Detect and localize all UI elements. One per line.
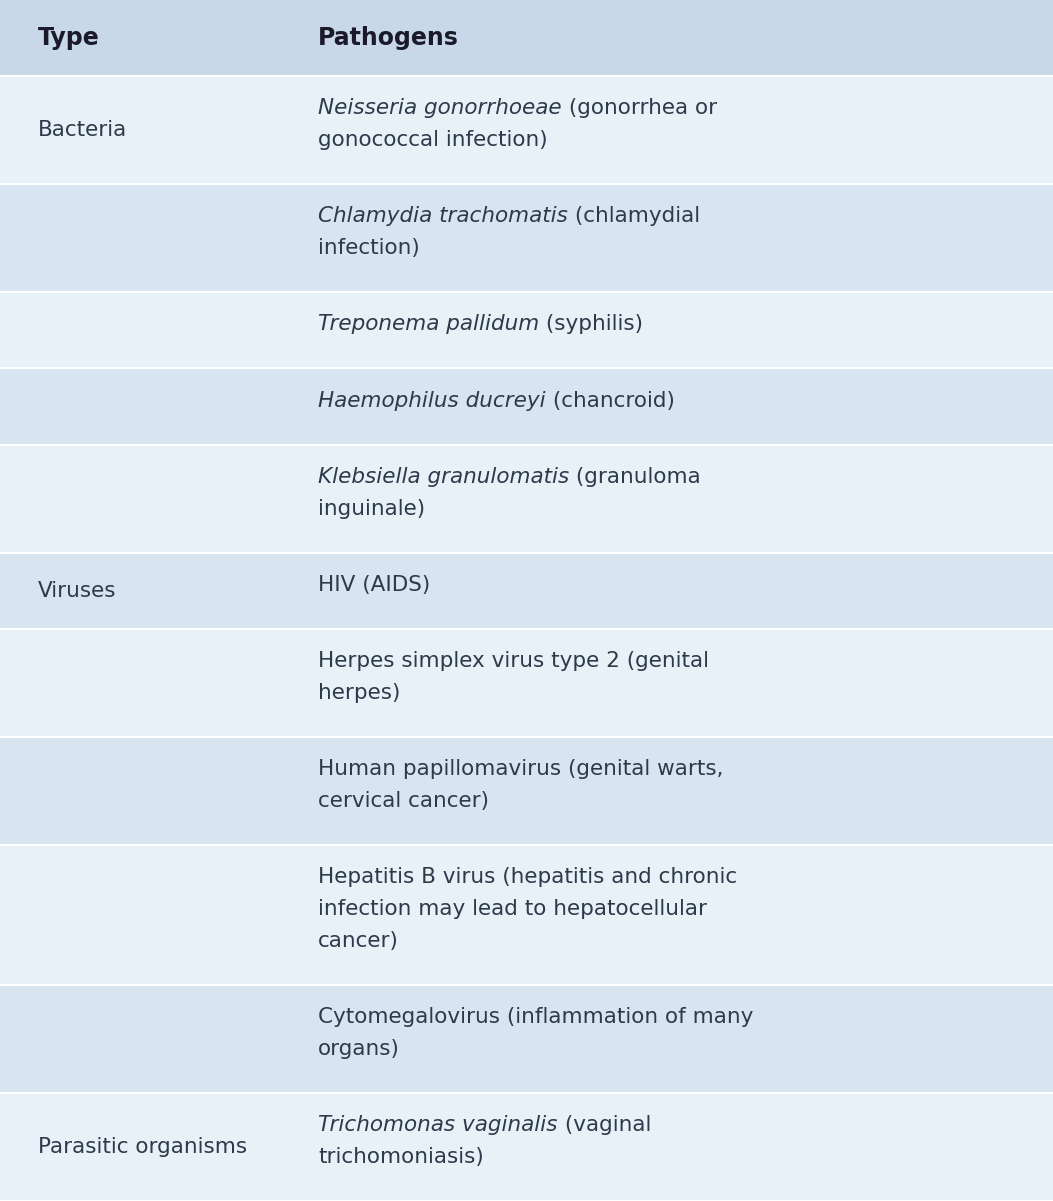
- Text: (vaginal: (vaginal: [557, 1115, 651, 1135]
- Text: trichomoniasis): trichomoniasis): [318, 1147, 483, 1167]
- Text: (granuloma: (granuloma: [570, 467, 701, 486]
- Text: Viruses: Viruses: [38, 580, 117, 600]
- Bar: [0, 0, 1053, 76]
- Bar: [0, 736, 1053, 844]
- Text: HIV (AIDS): HIV (AIDS): [318, 575, 431, 594]
- Text: Neisseria gonorrhoeae: Neisseria gonorrhoeae: [318, 98, 561, 118]
- Bar: [0, 292, 1053, 369]
- Text: Klebsiella granulomatis: Klebsiella granulomatis: [318, 467, 570, 486]
- Text: inguinale): inguinale): [318, 498, 425, 519]
- Bar: [0, 844, 1053, 985]
- Text: (chancroid): (chancroid): [545, 390, 675, 411]
- Bar: [0, 985, 1053, 1093]
- Bar: [0, 184, 1053, 292]
- Text: Treponema pallidum: Treponema pallidum: [318, 315, 539, 334]
- Text: Type: Type: [38, 26, 100, 50]
- Text: Trichomonas vaginalis: Trichomonas vaginalis: [318, 1115, 557, 1135]
- Bar: [0, 444, 1053, 552]
- Bar: [0, 1093, 1053, 1201]
- Text: infection may lead to hepatocellular: infection may lead to hepatocellular: [318, 898, 707, 919]
- Text: Haemophilus ducreyi: Haemophilus ducreyi: [318, 390, 545, 411]
- Text: Parasitic organisms: Parasitic organisms: [38, 1137, 247, 1157]
- Text: (chlamydial: (chlamydial: [568, 207, 700, 226]
- Text: (gonorrhea or: (gonorrhea or: [561, 98, 717, 118]
- Text: (syphilis): (syphilis): [539, 315, 643, 334]
- Text: Human papillomavirus (genital warts,: Human papillomavirus (genital warts,: [318, 759, 723, 779]
- Text: infection): infection): [318, 238, 420, 258]
- Bar: [0, 76, 1053, 184]
- Text: Chlamydia trachomatis: Chlamydia trachomatis: [318, 207, 568, 226]
- Bar: [0, 369, 1053, 444]
- Text: Herpes simplex virus type 2 (genital: Herpes simplex virus type 2 (genital: [318, 651, 709, 671]
- Text: organs): organs): [318, 1039, 400, 1059]
- Text: Pathogens: Pathogens: [318, 26, 459, 50]
- Bar: [0, 552, 1053, 629]
- Text: gonococcal infection): gonococcal infection): [318, 130, 548, 150]
- Text: Bacteria: Bacteria: [38, 120, 127, 141]
- Text: cervical cancer): cervical cancer): [318, 790, 489, 811]
- Text: cancer): cancer): [318, 931, 399, 951]
- Text: Hepatitis B virus (hepatitis and chronic: Hepatitis B virus (hepatitis and chronic: [318, 867, 737, 888]
- Text: herpes): herpes): [318, 683, 400, 703]
- Bar: [0, 629, 1053, 736]
- Text: Cytomegalovirus (inflammation of many: Cytomegalovirus (inflammation of many: [318, 1006, 753, 1027]
